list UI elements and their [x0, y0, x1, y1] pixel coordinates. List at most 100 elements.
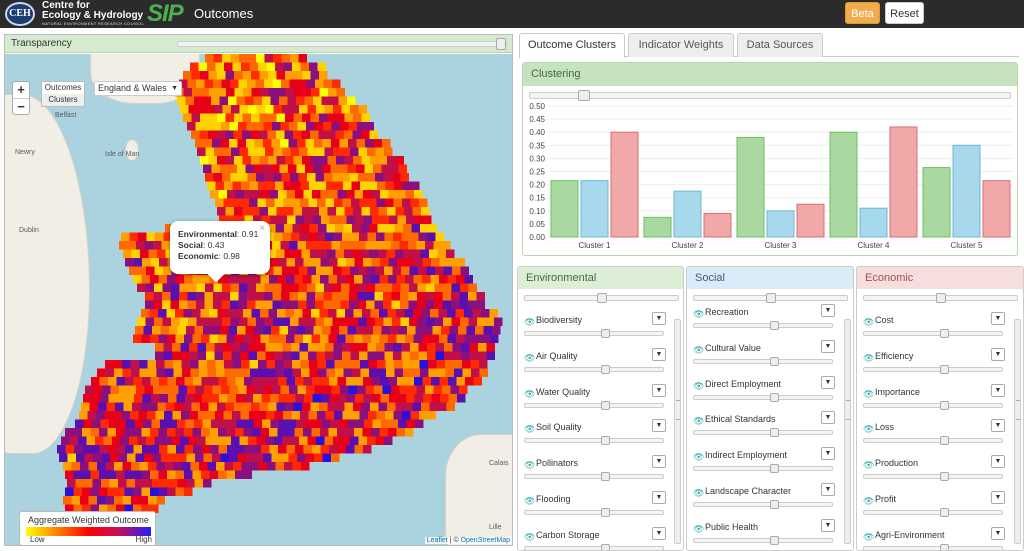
heatmap-cell[interactable] — [373, 139, 383, 148]
heatmap-cell[interactable] — [375, 173, 384, 182]
heatmap-cell[interactable] — [222, 147, 232, 157]
heatmap-cell[interactable] — [129, 436, 138, 446]
heatmap-cell[interactable] — [331, 453, 340, 463]
heatmap-cell[interactable] — [352, 130, 362, 140]
heatmap-cell[interactable] — [378, 156, 388, 165]
heatmap-cell[interactable] — [320, 334, 329, 344]
heatmap-cell[interactable] — [200, 402, 209, 412]
heatmap-cell[interactable] — [205, 173, 214, 182]
heatmap-cell[interactable] — [126, 479, 136, 488]
heatmap-cell[interactable] — [370, 207, 379, 216]
heatmap-cell[interactable] — [419, 360, 429, 369]
heatmap-cell[interactable] — [278, 258, 287, 267]
heatmap-cell[interactable] — [81, 402, 90, 412]
indicator-weight-slider-handle[interactable] — [770, 392, 779, 402]
heatmap-cell[interactable] — [434, 317, 444, 327]
heatmap-cell[interactable] — [282, 436, 291, 446]
heatmap-cell[interactable] — [169, 479, 178, 488]
chevron-down-icon[interactable]: ▼ — [652, 419, 666, 433]
heatmap-cell[interactable] — [360, 181, 369, 191]
heatmap-cell[interactable] — [231, 147, 240, 157]
heatmap-cell[interactable] — [184, 487, 193, 497]
heatmap-cell[interactable] — [430, 275, 440, 284]
heatmap-cell[interactable] — [230, 79, 239, 89]
heatmap-cell[interactable] — [402, 198, 411, 208]
heatmap-cell[interactable] — [219, 96, 229, 106]
heatmap-cell[interactable] — [380, 190, 389, 199]
heatmap-cell[interactable] — [150, 334, 159, 344]
heatmap-cell[interactable] — [353, 156, 362, 165]
heatmap-cell[interactable] — [390, 164, 399, 174]
heatmap-cell[interactable] — [429, 249, 438, 259]
heatmap-cell[interactable] — [294, 275, 304, 284]
heatmap-cell[interactable] — [307, 173, 316, 182]
heatmap-cell[interactable] — [452, 343, 462, 352]
heatmap-cell[interactable] — [278, 190, 287, 199]
heatmap-cell[interactable] — [228, 419, 237, 429]
heatmap-cell[interactable] — [253, 394, 262, 403]
heatmap-cell[interactable] — [264, 54, 274, 63]
heatmap-cell[interactable] — [247, 300, 256, 310]
heatmap-cell[interactable] — [327, 130, 336, 140]
heatmap-cell[interactable] — [348, 385, 358, 395]
heatmap-cell[interactable] — [154, 436, 164, 446]
heatmap-cell[interactable] — [261, 377, 270, 386]
heatmap-cell[interactable] — [449, 326, 459, 335]
heatmap-cell[interactable] — [269, 445, 279, 454]
beta-button[interactable]: Beta — [845, 2, 880, 24]
heatmap-cell[interactable] — [197, 147, 206, 157]
heatmap-cell[interactable] — [332, 292, 341, 301]
heatmap-cell[interactable] — [179, 292, 188, 301]
heatmap-cell[interactable] — [141, 504, 151, 514]
heatmap-cell[interactable] — [145, 317, 155, 327]
heatmap-cell[interactable] — [240, 351, 249, 361]
heatmap-cell[interactable] — [304, 419, 314, 429]
heatmap-cell[interactable] — [345, 275, 355, 284]
heatmap-cell[interactable] — [295, 215, 305, 225]
heatmap-cell[interactable] — [344, 249, 353, 259]
heatmap-cell[interactable] — [218, 275, 227, 284]
heatmap-cell[interactable] — [294, 88, 303, 97]
heatmap-cell[interactable] — [323, 241, 332, 250]
heatmap-cell[interactable] — [162, 292, 171, 301]
heatmap-cell[interactable] — [329, 394, 339, 403]
heatmap-cell[interactable] — [308, 411, 318, 420]
heatmap-cell[interactable] — [334, 360, 344, 369]
heatmap-cell[interactable] — [477, 317, 486, 327]
heatmap-cell[interactable] — [330, 419, 339, 429]
heatmap-cell[interactable] — [439, 334, 448, 344]
heatmap-cell[interactable] — [293, 130, 302, 140]
heatmap-cell[interactable] — [211, 326, 221, 335]
heatmap-cell[interactable] — [413, 334, 423, 344]
heatmap-cell[interactable] — [119, 385, 128, 395]
heatmap-cell[interactable] — [231, 436, 240, 446]
heatmap-cell[interactable] — [188, 283, 197, 293]
heatmap-cell[interactable] — [293, 207, 303, 216]
heatmap-cell[interactable] — [284, 368, 293, 378]
heatmap-cell[interactable] — [234, 309, 244, 318]
heatmap-cell[interactable] — [228, 326, 238, 335]
heatmap-cell[interactable] — [290, 173, 299, 182]
heatmap-cell[interactable] — [254, 139, 264, 148]
heatmap-cell[interactable] — [189, 343, 198, 352]
indicator-weight-slider-handle[interactable] — [940, 543, 949, 550]
heatmap-cell[interactable] — [428, 360, 437, 369]
heatmap-cell[interactable] — [435, 343, 445, 352]
heatmap-cell[interactable] — [86, 436, 96, 446]
heatmap-cell[interactable] — [349, 292, 358, 301]
heatmap-cell[interactable] — [417, 283, 427, 293]
heatmap-cell[interactable] — [289, 300, 299, 310]
heatmap-cell[interactable] — [422, 377, 432, 386]
heatmap-cell[interactable] — [381, 419, 390, 429]
heatmap-cell[interactable] — [439, 377, 449, 386]
heatmap-cell[interactable] — [272, 79, 282, 89]
heatmap-cell[interactable] — [490, 334, 499, 344]
heatmap-cell[interactable] — [183, 71, 192, 80]
heatmap-cell[interactable] — [320, 258, 330, 267]
heatmap-cell[interactable] — [175, 275, 185, 284]
heatmap-cell[interactable] — [396, 309, 405, 318]
heatmap-cell[interactable] — [410, 232, 419, 242]
heatmap-cell[interactable] — [165, 249, 175, 259]
heatmap-cell[interactable] — [225, 156, 235, 165]
heatmap-cell[interactable] — [309, 62, 318, 72]
